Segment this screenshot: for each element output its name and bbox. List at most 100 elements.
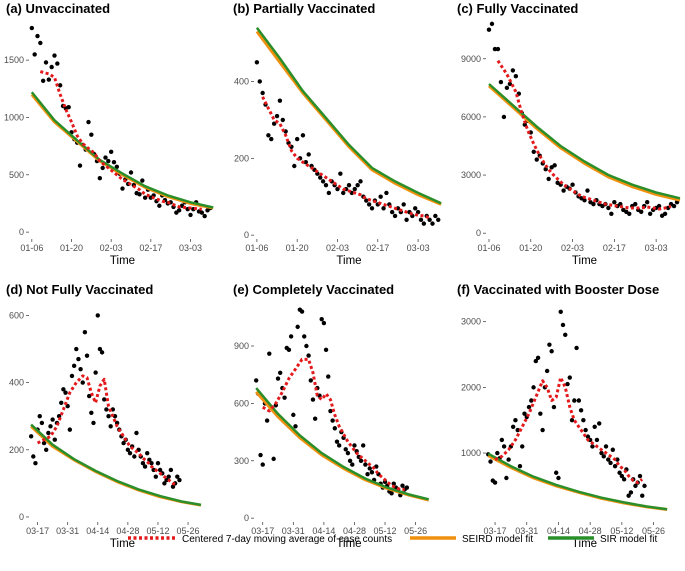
case-count-point [606, 457, 611, 462]
case-count-point [177, 477, 182, 483]
y-tick-label: 0 [19, 227, 24, 237]
panel-5: (e) Completely Vaccinated 0 300 600 900 03-17… [233, 282, 430, 550]
case-count-point [291, 412, 296, 418]
case-count-point [633, 483, 638, 489]
x-tick-label: 03-31 [515, 526, 538, 536]
case-count-point [531, 385, 536, 390]
case-count-point [495, 450, 500, 456]
y-tick-label: 1500 [4, 55, 24, 65]
case-count-point [513, 418, 518, 423]
case-count-point [260, 462, 265, 467]
sir-fit-line [30, 423, 202, 507]
case-count-point [529, 398, 534, 403]
case-count-point [363, 462, 368, 467]
case-count-point [504, 475, 509, 481]
case-count-point [612, 463, 618, 469]
case-count-point [389, 491, 394, 496]
seird-fit-line [488, 84, 681, 202]
case-count-point [531, 149, 536, 154]
case-count-point [561, 188, 566, 193]
case-count-point [49, 64, 54, 70]
case-count-point [69, 373, 75, 379]
case-count-point [332, 426, 338, 431]
moving-average-line [261, 96, 431, 220]
case-count-point [271, 456, 276, 462]
case-count-point [97, 176, 103, 181]
case-count-point [199, 210, 205, 215]
case-count-point [258, 452, 263, 458]
case-count-point [320, 179, 326, 184]
case-count-point [151, 467, 156, 473]
y-tick-label: 0 [476, 228, 481, 238]
case-count-point [28, 434, 34, 439]
case-count-point [436, 217, 441, 222]
case-count-point [510, 424, 516, 429]
x-tick-label: 04-28 [343, 526, 366, 536]
panel-title: (d) Not Fully Vaccinated [6, 282, 153, 297]
case-count-point [52, 53, 57, 58]
case-count-point [599, 450, 604, 456]
panel-title: (c) Fully Vaccinated [457, 1, 578, 16]
case-count-point [499, 437, 505, 443]
case-count-point [538, 411, 543, 416]
x-tick-label: 03-03 [179, 243, 202, 253]
case-count-point [522, 411, 527, 416]
legend-sir-label: SIR model fit [600, 534, 657, 545]
case-count-point [513, 74, 519, 79]
sir-fit-line [487, 452, 668, 511]
case-count-point [547, 342, 552, 347]
y-tick-label: 200 [234, 153, 249, 163]
panel-title: (a) Unvaccinated [6, 1, 110, 16]
case-count-point [55, 61, 60, 66]
case-count-point [106, 158, 111, 164]
case-count-point [662, 211, 668, 217]
case-count-point [306, 353, 311, 358]
x-tick-label: 05-12 [374, 526, 397, 536]
panel-2: (b) Partially Vaccinated 0 200 400 01-06 01-2… [233, 1, 442, 267]
case-count-point [89, 132, 94, 137]
x-tick-label: 05-26 [642, 526, 665, 536]
case-count-point [642, 483, 647, 489]
case-count-point [552, 163, 557, 168]
case-count-point [56, 413, 62, 419]
case-count-point [572, 398, 577, 403]
case-count-point [551, 404, 557, 410]
moving-average-line [496, 59, 672, 211]
case-count-point [80, 380, 85, 385]
case-count-point [63, 390, 68, 395]
case-count-point [615, 457, 620, 462]
case-count-point [293, 424, 298, 429]
case-count-point [517, 463, 523, 469]
sir-fit-line [255, 387, 430, 501]
case-count-point [302, 334, 307, 339]
case-count-point [567, 375, 572, 380]
case-count-point [415, 209, 421, 215]
x-tick-label: 05-12 [610, 526, 633, 536]
case-count-point [336, 443, 342, 448]
case-count-point [569, 418, 575, 423]
case-count-point [369, 206, 375, 211]
case-count-point [647, 211, 653, 217]
case-count-point [413, 206, 418, 211]
case-count-point [341, 190, 346, 196]
case-count-point [142, 195, 148, 200]
case-count-point [656, 203, 662, 209]
case-count-point [384, 190, 389, 196]
y-tick-label: 200 [9, 445, 24, 455]
case-count-point [581, 418, 586, 423]
x-tick-label: 04-28 [579, 526, 602, 536]
case-count-point [303, 159, 309, 165]
case-count-point [430, 221, 435, 226]
panel-4: (d) Not Fully Vaccinated 0 200 400 600 03-17 0… [6, 282, 202, 550]
case-count-point [612, 199, 617, 205]
case-count-point [140, 461, 146, 466]
case-count-point [254, 60, 260, 65]
x-tick-label: 02-03 [561, 243, 584, 253]
case-count-point [520, 444, 525, 449]
case-count-point [202, 213, 207, 219]
case-count-point [326, 374, 331, 379]
case-count-point [38, 40, 43, 46]
case-count-point [292, 163, 297, 169]
case-count-point [142, 464, 148, 469]
